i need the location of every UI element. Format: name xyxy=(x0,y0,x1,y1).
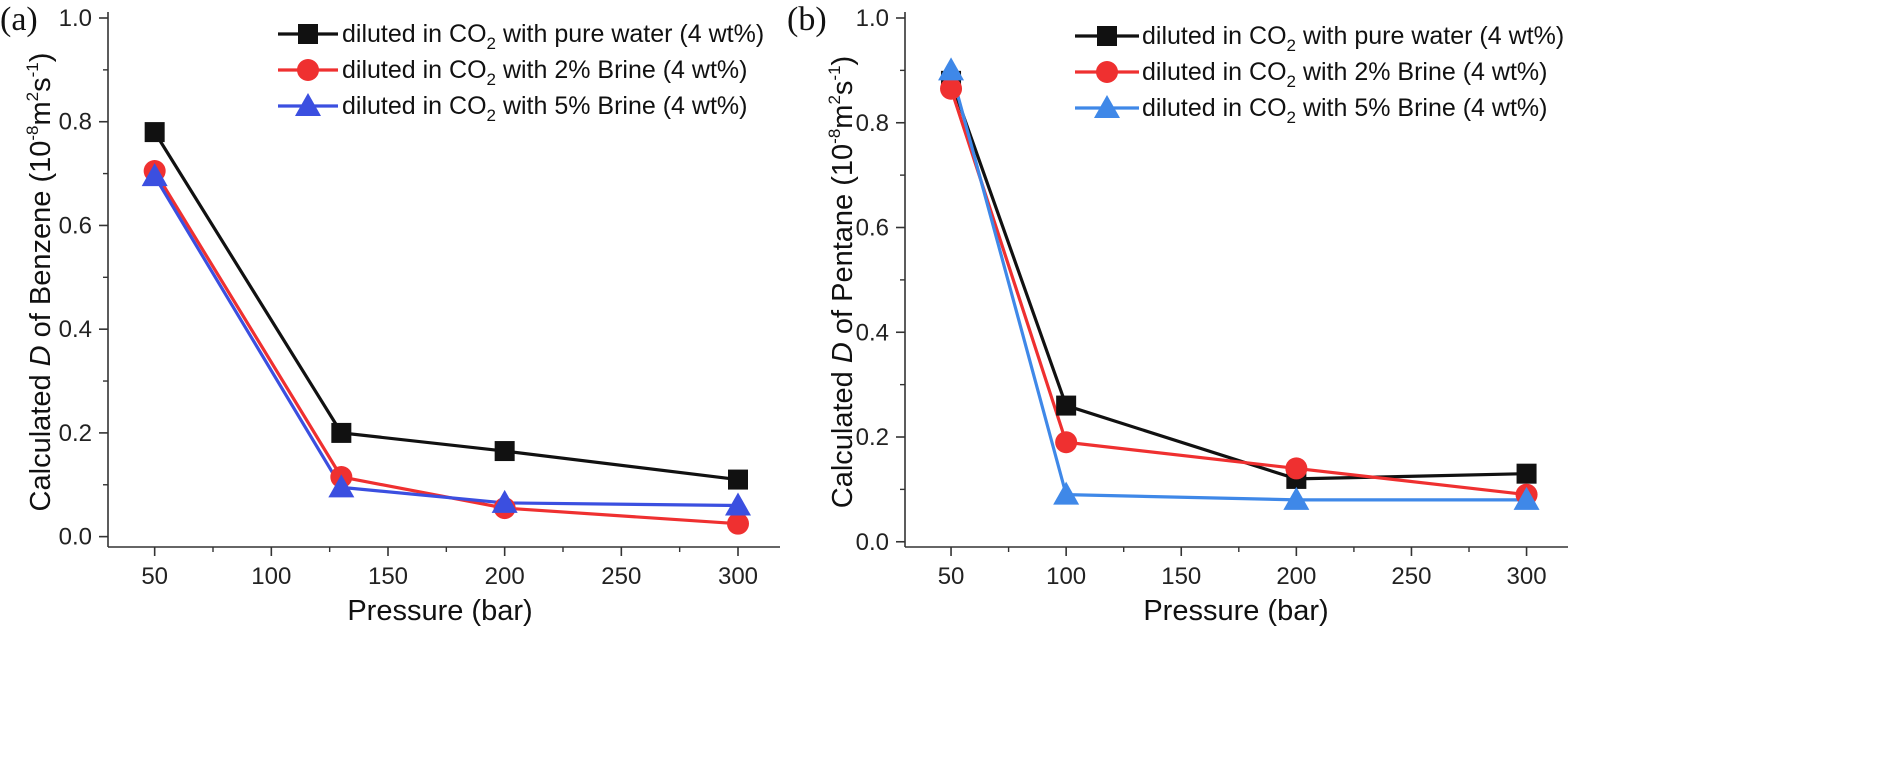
x-tick-label: 150 xyxy=(368,563,408,590)
x-tick-label: 150 xyxy=(1161,563,1201,590)
legend-marker xyxy=(1094,95,1120,118)
series-line-2 xyxy=(949,88,1527,497)
y-tick-label: 0.8 xyxy=(856,110,889,137)
data-point-series-1 xyxy=(1516,463,1537,484)
x-tick-label: 250 xyxy=(1391,563,1431,590)
x-tick-label: 50 xyxy=(141,563,168,590)
y-tick-label: 1.0 xyxy=(59,5,92,32)
y-tick-label: 0.0 xyxy=(59,524,92,551)
data-point-series-3 xyxy=(1513,486,1540,510)
legend-marker xyxy=(295,93,321,116)
series-line-2 xyxy=(153,170,739,526)
legend-marker xyxy=(297,59,319,81)
x-tick-label: 300 xyxy=(1507,563,1547,590)
data-point-series-3 xyxy=(141,163,168,187)
y-tick-label: 0.2 xyxy=(59,420,92,447)
series-line-1 xyxy=(153,131,739,482)
data-point-series-1 xyxy=(144,122,165,143)
legend-label: diluted in CO2 with pure water (4 wt%) xyxy=(1142,22,1564,55)
legend-label: diluted in CO2 with 5% Brine (4 wt%) xyxy=(342,92,747,125)
data-point-series-3 xyxy=(328,474,355,498)
y-tick-label: 0.0 xyxy=(856,529,889,556)
panel-label: (a) xyxy=(0,1,38,38)
data-point-series-3 xyxy=(725,492,751,516)
data-point-series-3 xyxy=(491,489,518,513)
data-point-series-1 xyxy=(494,441,515,462)
x-tick-label: 200 xyxy=(1276,563,1316,590)
y-tick-label: 0.4 xyxy=(59,316,92,343)
x-tick-label: 250 xyxy=(601,563,641,590)
y-tick-label: 0.6 xyxy=(856,215,889,242)
data-point-series-3 xyxy=(1053,481,1080,505)
data-point-series-2 xyxy=(1285,457,1308,480)
legend: diluted in CO2 with pure water (4 wt%)di… xyxy=(278,20,764,125)
panel-label: (b) xyxy=(787,1,827,38)
y-tick-label: 0.6 xyxy=(59,212,92,239)
y-axis-title: Calculated D of Benzene (10-8m2s-1) xyxy=(23,53,57,512)
x-tick-label: 300 xyxy=(718,563,758,590)
chart-panel-a: (a) 50 100 150 200 250 300 0.0 0.2 0.4 0.6 0.8 1.0 Pr… xyxy=(0,1,780,627)
series-line-3 xyxy=(949,69,1527,502)
legend-marker xyxy=(1096,61,1118,83)
data-point-series-2 xyxy=(940,77,963,100)
series-line-3 xyxy=(153,175,739,508)
x-tick-label: 100 xyxy=(1046,563,1086,590)
data-point-series-1 xyxy=(331,422,352,443)
data-point-series-2 xyxy=(1055,431,1078,454)
x-tick-label: 200 xyxy=(485,563,525,590)
series-line-1 xyxy=(949,80,1527,481)
legend-label: diluted in CO2 with 2% Brine (4 wt%) xyxy=(342,56,747,89)
x-tick-label: 50 xyxy=(938,563,965,590)
legend-marker xyxy=(1097,26,1117,46)
x-axis-title: Pressure (bar) xyxy=(1143,595,1328,627)
y-tick-label: 0.2 xyxy=(856,424,889,451)
y-tick-label: 0.4 xyxy=(856,319,889,346)
data-point-series-2 xyxy=(727,512,749,535)
x-tick-label: 100 xyxy=(251,563,291,590)
x-axis-title: Pressure (bar) xyxy=(347,595,532,627)
legend-label: diluted in CO2 with 5% Brine (4 wt%) xyxy=(1142,94,1547,127)
y-tick-label: 0.8 xyxy=(59,109,92,136)
data-point-series-3 xyxy=(1283,486,1310,510)
y-tick-label: 1.0 xyxy=(856,5,889,32)
legend-label: diluted in CO2 with pure water (4 wt%) xyxy=(342,20,764,53)
data-point-series-3 xyxy=(938,57,965,81)
data-point-series-1 xyxy=(1056,395,1077,416)
legend: diluted in CO2 with pure water (4 wt%)di… xyxy=(1075,22,1564,127)
y-axis-title: Calculated D of Pentane (10-8m2s-1) xyxy=(825,56,859,508)
legend-marker xyxy=(298,24,318,44)
legend-label: diluted in CO2 with 2% Brine (4 wt%) xyxy=(1142,58,1547,91)
data-point-series-1 xyxy=(728,469,748,490)
chart-panel-b: (b) 50 100 150 200 250 300 0.0 0.2 0.4 0.6 0.8 1.0 Pr… xyxy=(787,1,1568,627)
